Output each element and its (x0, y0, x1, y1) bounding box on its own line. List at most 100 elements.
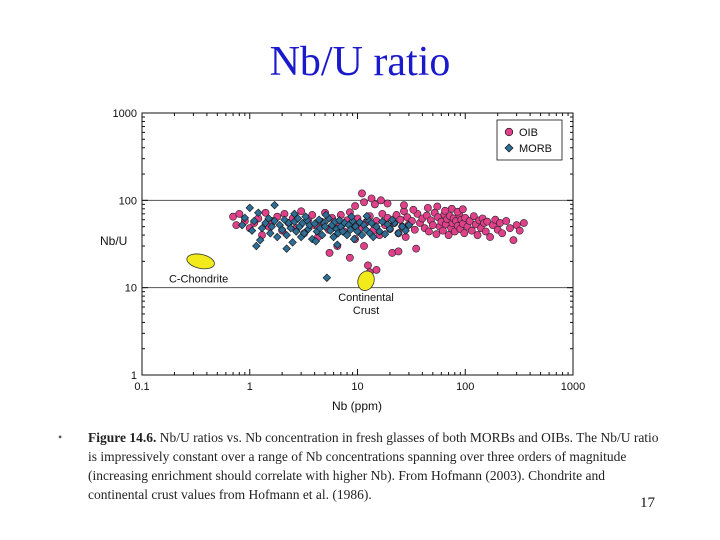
morb-point (255, 235, 265, 245)
morb-point (270, 200, 279, 210)
morb-point (367, 218, 376, 228)
morb-point (314, 215, 324, 224)
oib-point (509, 236, 518, 245)
oib-point (481, 227, 490, 236)
y-tick-label: 1 (131, 370, 137, 382)
legend-morb-marker (504, 143, 514, 153)
morb-point (267, 222, 276, 231)
morb-point (277, 225, 287, 235)
x-tick-label: 1000 (561, 381, 585, 393)
morb-point (273, 232, 282, 242)
oib-point (394, 247, 403, 256)
morb-point (387, 215, 397, 224)
oib-point (364, 261, 372, 270)
continental-crust-ellipse (357, 270, 375, 291)
continental-crust-label: Continental (338, 292, 394, 304)
morb-point (347, 212, 356, 221)
legend: OIB MORB (496, 119, 563, 161)
oib-point (412, 244, 421, 253)
legend-morb-label: MORB (519, 143, 552, 155)
oib-point (502, 217, 511, 225)
morb-point (357, 230, 367, 240)
morb-point (342, 230, 352, 240)
morb-point (252, 241, 261, 251)
oib-point (377, 196, 385, 205)
oib-point (428, 221, 437, 230)
oib-point (498, 229, 507, 238)
y-tick-label: 10 (125, 283, 137, 295)
x-tick-label: 0.1 (134, 381, 149, 393)
oib-point (367, 194, 376, 203)
y-axis-ticks: 1 10 100 1000 (113, 108, 573, 382)
oib-point (473, 231, 482, 239)
oib-point (410, 225, 419, 234)
morb-point (299, 229, 309, 238)
y-tick-label: 1000 (113, 108, 137, 120)
morb-point (375, 227, 384, 236)
morb-point (355, 218, 365, 227)
morb-point (266, 229, 275, 238)
morb-point (404, 220, 414, 230)
oib-point (460, 229, 469, 238)
oib-point (345, 253, 354, 262)
oib-point (432, 230, 441, 239)
morb-point (321, 210, 331, 220)
morb-point (353, 227, 362, 236)
morb-point (329, 232, 338, 242)
oib-point (383, 199, 392, 208)
x-axis-label: Nb (ppm) (332, 399, 382, 413)
morb-point (245, 203, 254, 213)
oib-point (360, 242, 368, 250)
morb-point (292, 227, 301, 236)
morb-point (280, 215, 289, 224)
x-tick-label: 100 (456, 381, 474, 393)
morb-point (385, 224, 395, 234)
x-tick-label: 10 (351, 381, 363, 393)
oib-point (351, 202, 359, 210)
morb-point (322, 273, 332, 282)
morb-point (301, 212, 310, 221)
morb-point (282, 244, 291, 253)
y-axis-label: Nb/U (100, 234, 127, 248)
oib-point (409, 205, 418, 214)
morb-point (237, 220, 247, 230)
oib-point (469, 212, 478, 220)
oib-point (458, 205, 467, 214)
morb-point (317, 230, 327, 240)
oib-point (235, 209, 244, 218)
y-tick-label: 100 (119, 195, 137, 207)
morb-point (346, 225, 355, 235)
legend-box (496, 119, 563, 161)
morb-point (310, 219, 319, 228)
oib-point (441, 206, 449, 215)
morb-point (320, 222, 330, 231)
oib-point (519, 219, 528, 227)
reference-lines (142, 199, 573, 289)
morb-point (247, 226, 257, 235)
oib-point (506, 224, 514, 233)
morb-point (401, 226, 410, 235)
morb-point (290, 209, 299, 219)
morb-point (264, 214, 273, 223)
oib-point (396, 215, 405, 224)
oib-point (425, 227, 433, 236)
morb-point (249, 216, 259, 226)
oib-point (358, 189, 366, 198)
morb-point (311, 237, 321, 246)
oib-point (325, 249, 334, 257)
oib-point (438, 226, 447, 235)
x-tick-label: 1 (247, 381, 253, 393)
c-chondrite-ellipse (186, 253, 215, 270)
morb-point (340, 218, 349, 228)
x-axis-ticks: 0.1 1 10 100 1000 (134, 113, 585, 393)
oib-point (370, 200, 379, 209)
oib-point (400, 201, 408, 210)
morb-point (333, 240, 342, 249)
oib-point (467, 226, 476, 235)
morb-point (254, 208, 263, 218)
figure-caption: Figure 14.6. Nb/U ratios vs. Nb concentr… (88, 428, 663, 504)
morb-point (349, 234, 359, 244)
morb-point (394, 229, 403, 238)
